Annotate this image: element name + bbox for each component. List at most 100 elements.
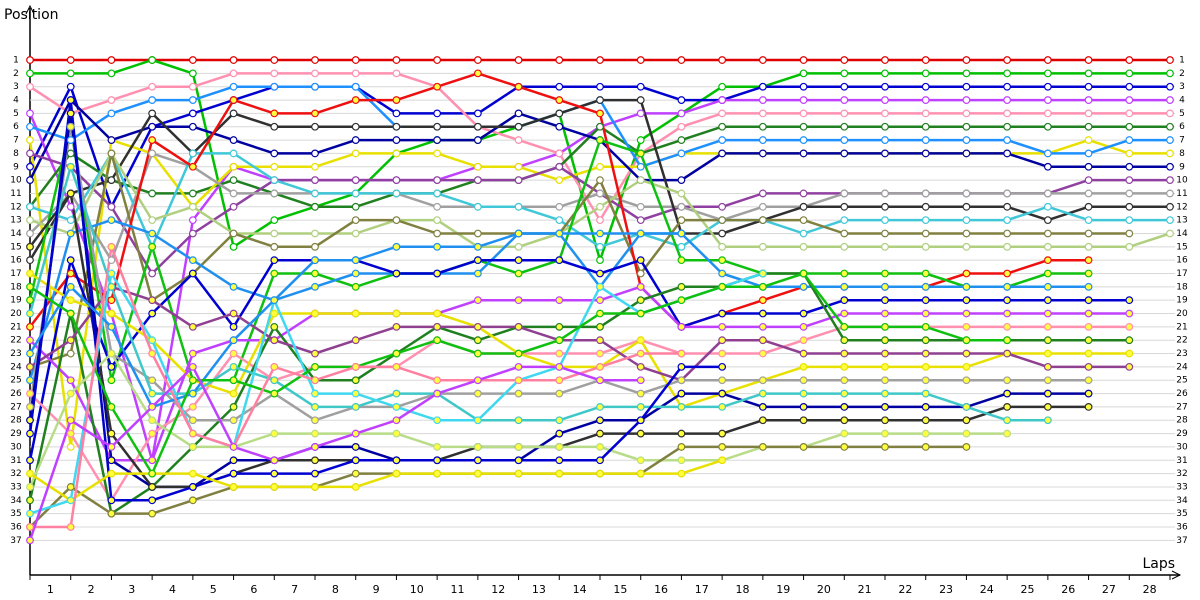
position-marker [881, 362, 889, 371]
position-marker [962, 149, 971, 158]
position-marker [66, 309, 75, 318]
position-marker [1043, 309, 1052, 318]
position-marker [636, 376, 645, 385]
position-marker [1043, 216, 1052, 225]
y-tick-label-right: 20 [1176, 309, 1188, 319]
position-marker [473, 176, 482, 185]
position-marker [1125, 122, 1134, 131]
position-marker [351, 216, 360, 225]
position-marker [881, 349, 889, 358]
position-marker [921, 136, 930, 144]
position-marker [433, 416, 442, 425]
position-marker [718, 256, 727, 265]
position-marker [1125, 109, 1134, 118]
position-marker [881, 56, 889, 64]
position-marker [799, 96, 808, 104]
position-marker [433, 122, 442, 131]
position-marker [1003, 309, 1012, 318]
position-marker [433, 269, 442, 278]
y-tick-label: 15 [10, 242, 21, 252]
position-marker [677, 296, 686, 305]
position-marker [26, 176, 34, 185]
position-marker [758, 296, 767, 305]
position-marker [921, 56, 930, 64]
position-marker [636, 296, 645, 305]
position-marker [26, 256, 34, 265]
y-tick-label-right: 14 [1176, 229, 1188, 239]
position-marker [66, 202, 75, 211]
position-marker [107, 429, 116, 438]
position-marker [840, 202, 849, 211]
position-marker [351, 256, 360, 265]
position-marker [718, 336, 727, 345]
y-tick-label-right: 3 [1179, 82, 1185, 92]
position-marker [433, 376, 442, 385]
y-tick-label-right: 9 [1179, 162, 1185, 172]
position-marker [148, 149, 157, 158]
position-marker [677, 256, 686, 265]
y-tick-label-right: 8 [1179, 149, 1185, 159]
y-tick-label: 5 [13, 109, 19, 119]
position-marker [555, 176, 564, 185]
position-marker [514, 469, 523, 478]
y-tick-label-right: 16 [1176, 256, 1188, 266]
position-marker [758, 56, 767, 64]
x-tick-label: 5 [210, 583, 217, 596]
position-marker [1166, 109, 1174, 118]
position-marker [26, 269, 34, 278]
position-marker [881, 403, 889, 411]
position-marker [1084, 389, 1093, 398]
position-marker [758, 443, 767, 451]
position-marker [718, 309, 727, 318]
position-marker [636, 109, 645, 118]
position-marker [881, 416, 889, 425]
position-marker [229, 322, 238, 331]
position-marker [596, 429, 604, 438]
position-marker [758, 403, 767, 411]
position-marker [270, 122, 279, 131]
position-marker [66, 389, 75, 398]
position-marker [26, 296, 34, 305]
position-marker [148, 389, 157, 398]
position-marker [596, 349, 604, 358]
position-marker [66, 122, 75, 131]
position-marker [311, 416, 319, 425]
position-marker [962, 309, 971, 318]
position-marker [148, 403, 157, 411]
x-tick-label: 11 [451, 583, 465, 596]
position-marker [433, 56, 442, 64]
position-marker [351, 282, 360, 291]
position-marker [270, 82, 279, 91]
position-marker [1166, 149, 1174, 158]
position-marker [311, 389, 319, 398]
y-tick-label-right: 34 [1176, 496, 1188, 506]
position-marker [229, 456, 238, 465]
position-marker [1043, 82, 1052, 91]
y-arrow [25, 4, 35, 15]
position-marker [840, 109, 849, 118]
position-marker [840, 443, 849, 451]
position-marker [473, 376, 482, 385]
position-marker [799, 349, 808, 358]
position-marker [392, 269, 401, 278]
position-marker [1084, 229, 1093, 238]
position-marker [962, 282, 971, 291]
position-marker [229, 82, 238, 91]
position-marker [881, 136, 889, 144]
y-tick-label-right: 18 [1176, 282, 1188, 292]
position-marker [1166, 176, 1174, 185]
position-marker [799, 336, 808, 345]
y-tick-label: 9 [13, 162, 19, 172]
position-marker [596, 189, 604, 198]
position-marker [473, 322, 482, 331]
position-marker [840, 56, 849, 64]
position-marker [840, 282, 849, 291]
position-marker [555, 149, 564, 158]
position-marker [962, 82, 971, 91]
position-marker [881, 296, 889, 305]
position-marker [188, 376, 197, 385]
position-marker [596, 336, 604, 345]
position-marker [596, 162, 604, 171]
position-marker [433, 242, 442, 251]
position-marker [1084, 256, 1093, 265]
